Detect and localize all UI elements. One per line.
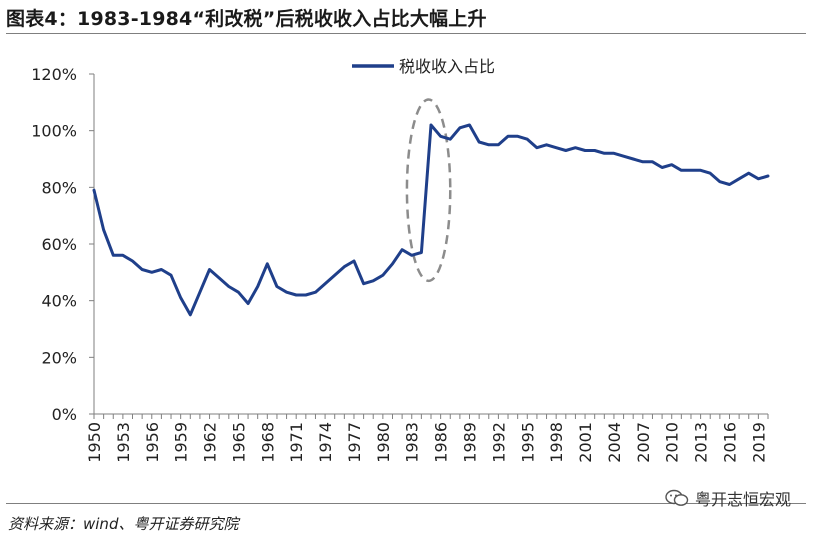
x-tick-label: 1977 <box>345 422 364 463</box>
x-tick-label: 2004 <box>605 422 624 463</box>
source-note: 资料来源：wind、粤开证券研究院 <box>8 515 239 533</box>
x-tick-label: 2010 <box>663 422 682 463</box>
figure-title: 图表4：1983-1984“利改税”后税收收入占比大幅上升 <box>6 8 487 30</box>
y-tick-label: 100% <box>31 122 77 141</box>
y-tick-label: 40% <box>41 292 77 311</box>
x-axis: 1950 1953 1956 1959 1962 1965 1968 1971 1974 1977… <box>85 413 769 463</box>
top-divider <box>6 33 806 34</box>
x-tick-label: 2016 <box>720 422 739 463</box>
x-tick-label: 1953 <box>114 422 133 463</box>
x-tick-label: 1983 <box>403 422 422 463</box>
y-tick-label: 60% <box>41 235 77 254</box>
x-tick-label: 1989 <box>461 422 480 463</box>
x-tick-label: 2007 <box>634 422 653 463</box>
bottom-divider <box>6 503 806 504</box>
x-tick-label: 1959 <box>172 422 191 463</box>
watermark: 粤开志恒宏观 <box>665 486 791 510</box>
x-tick-label: 1968 <box>258 422 277 463</box>
x-tick-label: 1998 <box>547 422 566 463</box>
y-axis: 0% 20% 40% 60% 80% 100% 120% <box>31 65 95 424</box>
x-tick-label: 1986 <box>432 422 451 463</box>
legend-label: 税收收入占比 <box>399 57 495 76</box>
x-tick-label: 1965 <box>229 422 248 463</box>
x-tick-label: 1995 <box>518 422 537 463</box>
series-layer <box>92 123 770 317</box>
wechat-icon <box>665 489 689 506</box>
y-tick-label: 20% <box>41 348 77 367</box>
x-tick-label: 1971 <box>287 422 306 463</box>
x-tick-label: 1980 <box>374 422 393 463</box>
legend: 税收收入占比 <box>352 57 495 76</box>
x-tick-label: 1950 <box>85 422 104 463</box>
x-tick-label: 1992 <box>489 422 508 463</box>
watermark-text: 粤开志恒宏观 <box>694 490 791 509</box>
x-tick-label: 1962 <box>201 422 220 463</box>
series-line <box>92 123 770 317</box>
y-tick-label: 80% <box>41 178 77 197</box>
y-tick-label: 120% <box>31 65 77 84</box>
highlight-ellipse <box>405 98 452 283</box>
x-tick-label: 2019 <box>749 422 768 463</box>
x-tick-label: 2013 <box>692 422 711 463</box>
x-tick-label: 1956 <box>143 422 162 463</box>
x-tick-label: 2001 <box>576 422 595 463</box>
x-tick-label: 1974 <box>316 422 335 463</box>
annotation-layer <box>405 98 452 283</box>
y-tick-label: 0% <box>52 405 77 424</box>
